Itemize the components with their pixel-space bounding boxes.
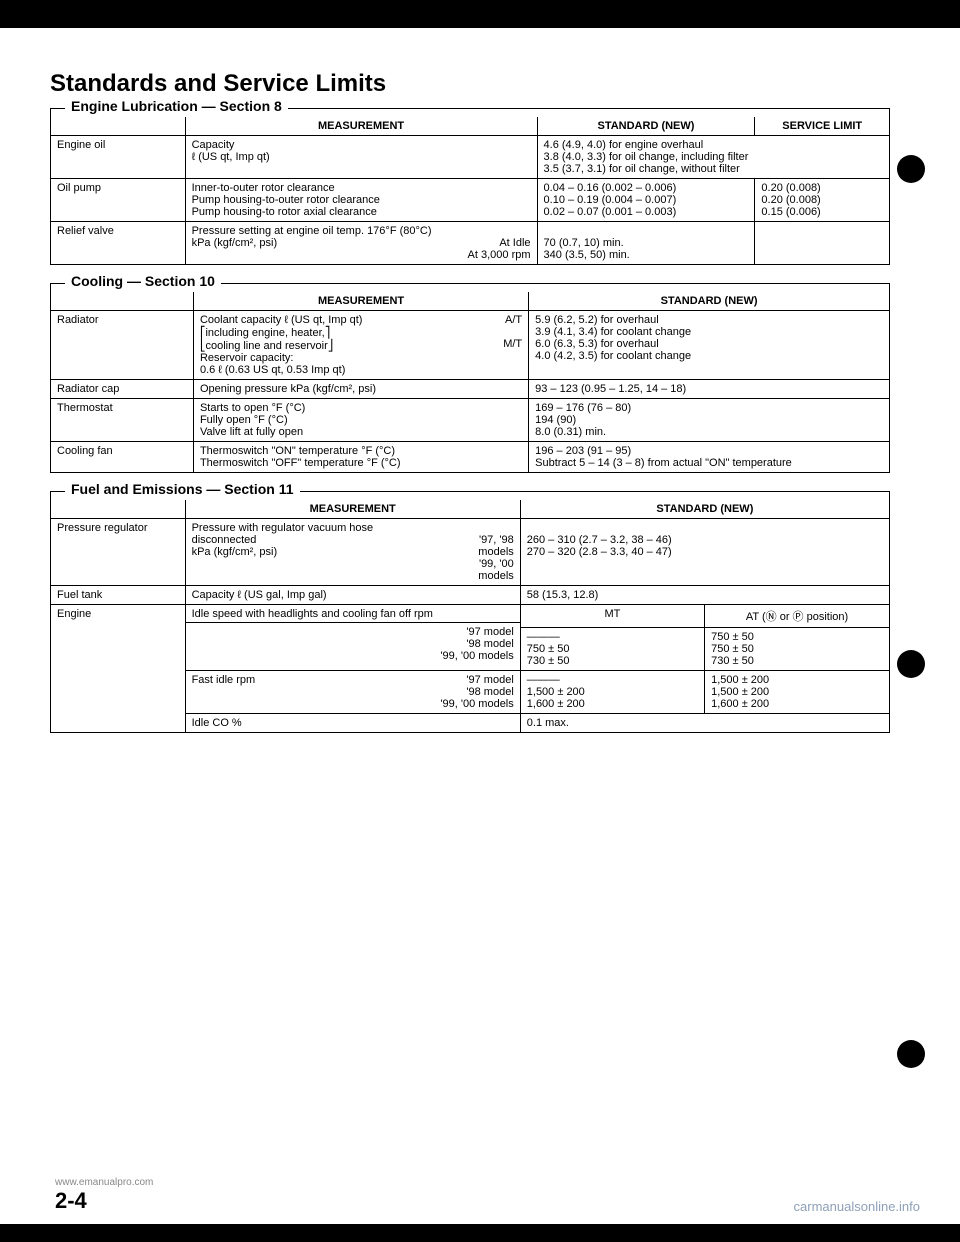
cell-measurement: Coolant capacity ℓ (US qt, Imp qt) ⎡incl… (193, 311, 528, 380)
subheader-mt: MT (520, 605, 704, 628)
cell-measurement: Capacity ℓ (US gal, Imp gal) (185, 586, 520, 605)
page-title: Standards and Service Limits (50, 70, 890, 98)
bottom-black-bar (0, 1224, 960, 1242)
table-row: Idle CO % 0.1 max. (51, 714, 889, 733)
row-label: Fuel tank (51, 586, 185, 605)
cell-mt: ——— 750 ± 50 730 ± 50 (520, 628, 704, 671)
measurement-text: Idle speed with headlights and cooling f… (192, 608, 433, 619)
row-label: Pressure regulator (51, 519, 185, 586)
cell-standard: 169 – 176 (76 – 80) 194 (90) 8.0 (0.31) … (529, 399, 889, 442)
cell-standard: 5.9 (6.2, 5.2) for overhaul 3.9 (4.1, 3.… (529, 311, 889, 380)
header-measurement: MEASUREMENT (193, 292, 528, 311)
row-label: Cooling fan (51, 442, 193, 473)
header-standard: STANDARD (NEW) (529, 292, 889, 311)
header-standard: STANDARD (NEW) (520, 500, 889, 519)
cell-measurement: Pressure setting at engine oil temp. 176… (185, 222, 537, 265)
table-header-row: MEASUREMENT STANDARD (NEW) (51, 500, 889, 519)
cell-standard: 0.04 – 0.16 (0.002 – 0.006) 0.10 – 0.19 … (537, 179, 755, 222)
measurement-qualifier: A/T M/T (503, 314, 522, 376)
section-legend: Fuel and Emissions — Section 11 (65, 481, 300, 497)
header-limit: SERVICE LIMIT (755, 117, 889, 136)
section-legend: Engine Lubrication — Section 8 (65, 98, 288, 114)
top-black-bar (0, 0, 960, 28)
table-row: Cooling fan Thermoswitch "ON" temperatur… (51, 442, 889, 473)
hole-punch-icon (897, 1040, 925, 1068)
table-fuel-emissions: MEASUREMENT STANDARD (NEW) Pressure regu… (51, 500, 889, 732)
watermark-right: carmanualsonline.info (794, 1199, 920, 1214)
cell-mt: ——— 1,500 ± 200 1,600 ± 200 (520, 671, 704, 714)
table-row: Radiator cap Opening pressure kPa (kgf/c… (51, 380, 889, 399)
cell-measurement: Thermoswitch "ON" temperature °F (°C) Th… (193, 442, 528, 473)
section-cooling: Cooling — Section 10 MEASUREMENT STANDAR… (50, 283, 890, 473)
table-cooling: MEASUREMENT STANDARD (NEW) Radiator Cool… (51, 292, 889, 472)
measurement-text: Coolant capacity ℓ (US qt, Imp qt) ⎡incl… (200, 314, 363, 376)
header-measurement: MEASUREMENT (185, 117, 537, 136)
section-legend: Cooling — Section 10 (65, 273, 221, 289)
table-row: Relief valve Pressure setting at engine … (51, 222, 889, 265)
cell-standard: 70 (0.7, 10) min. 340 (3.5, 50) min. (537, 222, 755, 265)
row-label: Engine (51, 605, 185, 714)
table-header-row: MEASUREMENT STANDARD (NEW) (51, 292, 889, 311)
cell-measurement: Opening pressure kPa (kgf/cm², psi) (193, 380, 528, 399)
cell-measurement: Starts to open °F (°C) Fully open °F (°C… (193, 399, 528, 442)
row-label: Radiator (51, 311, 193, 380)
table-row: Engine Idle speed with headlights and co… (51, 605, 889, 628)
page-footer: www.emanualpro.com 2-4 carmanualsonline.… (55, 1177, 920, 1214)
table-row: Oil pump Inner-to-outer rotor clearance … (51, 179, 889, 222)
row-label: Relief valve (51, 222, 185, 265)
page-content: Standards and Service Limits Engine Lubr… (50, 70, 890, 751)
cell-standard: 4.6 (4.9, 4.0) for engine overhaul 3.8 (… (537, 136, 889, 179)
row-label: Thermostat (51, 399, 193, 442)
page-number: 2-4 (55, 1188, 153, 1214)
cell-measurement: Inner-to-outer rotor clearance Pump hous… (185, 179, 537, 222)
table-row: Fuel tank Capacity ℓ (US gal, Imp gal) 5… (51, 586, 889, 605)
cell-at: 1,500 ± 200 1,500 ± 200 1,600 ± 200 (705, 671, 889, 714)
cell-standard: 58 (15.3, 12.8) (520, 586, 889, 605)
table-row: Engine oil Capacity ℓ (US qt, Imp qt) 4.… (51, 136, 889, 179)
row-label: Engine oil (51, 136, 185, 179)
cell-measurement: Fast idle rpm '97 model '98 model '99, '… (185, 671, 520, 714)
measurement-text: Pressure with regulator vacuum hose disc… (192, 522, 441, 582)
cell-measurement: Idle CO % (185, 714, 520, 733)
cell-standard: 93 – 123 (0.95 – 1.25, 14 – 18) (529, 380, 889, 399)
row-label: Oil pump (51, 179, 185, 222)
table-engine-lubrication: MEASUREMENT STANDARD (NEW) SERVICE LIMIT… (51, 117, 889, 264)
row-label: Radiator cap (51, 380, 193, 399)
subheader-at: AT (Ⓝ or Ⓟ position) (705, 605, 889, 628)
hole-punch-icon (897, 650, 925, 678)
table-row: Thermostat Starts to open °F (°C) Fully … (51, 399, 889, 442)
cell-standard: 196 – 203 (91 – 95) Subtract 5 – 14 (3 –… (529, 442, 889, 473)
header-standard: STANDARD (NEW) (537, 117, 755, 136)
hole-punch-icon (897, 155, 925, 183)
cell-measurement: Pressure with regulator vacuum hose disc… (185, 519, 520, 586)
cell-at: 750 ± 50 750 ± 50 730 ± 50 (705, 628, 889, 671)
cell-limit: 0.20 (0.008) 0.20 (0.008) 0.15 (0.006) (755, 179, 889, 222)
cell-measurement: Idle speed with headlights and cooling f… (185, 605, 520, 671)
table-row: Radiator Coolant capacity ℓ (US qt, Imp … (51, 311, 889, 380)
measurement-text: Pressure setting at engine oil temp. 176… (192, 225, 432, 261)
measurement-text: Fast idle rpm (192, 674, 256, 710)
measurement-qualifier: At Idle At 3,000 rpm (468, 225, 531, 261)
section-fuel-emissions: Fuel and Emissions — Section 11 MEASUREM… (50, 491, 890, 733)
header-measurement: MEASUREMENT (185, 500, 520, 519)
measurement-qualifier: '97, '98 models '99, '00 models (441, 522, 514, 582)
section-engine-lubrication: Engine Lubrication — Section 8 MEASUREME… (50, 108, 890, 265)
watermark-left: www.emanualpro.com (55, 1177, 153, 1188)
table-row: Pressure regulator Pressure with regulat… (51, 519, 889, 586)
cell-limit (755, 222, 889, 265)
table-header-row: MEASUREMENT STANDARD (NEW) SERVICE LIMIT (51, 117, 889, 136)
measurement-qualifier: '97 model '98 model '99, '00 models (186, 623, 520, 665)
cell-standard: 0.1 max. (520, 714, 889, 733)
cell-measurement: Capacity ℓ (US qt, Imp qt) (185, 136, 537, 179)
cell-standard: 260 – 310 (2.7 – 3.2, 38 – 46) 270 – 320… (520, 519, 889, 586)
measurement-qualifier: '97 model '98 model '99, '00 models (440, 674, 513, 710)
